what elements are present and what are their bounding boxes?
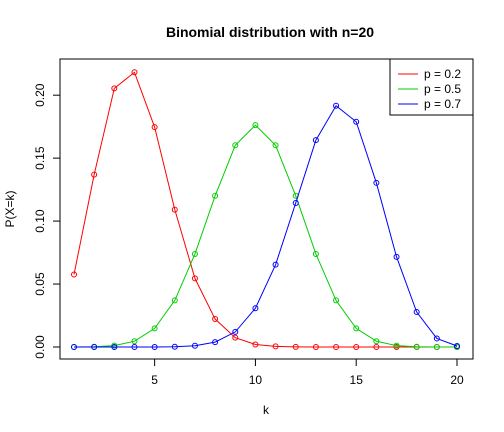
x-axis: 5 10 15 20	[151, 358, 464, 387]
series-3-point-12	[292, 199, 299, 206]
series-1-point-1	[71, 271, 77, 278]
series-1-point-6	[171, 206, 178, 213]
series-3-point-13	[312, 137, 319, 144]
series-3-point-6	[171, 343, 178, 350]
series-3	[71, 102, 460, 350]
x-tick-label-15: 15	[350, 373, 364, 387]
y-tick-label-3: 0.15	[33, 146, 47, 170]
series-2-point-16	[373, 338, 380, 345]
series-3-point-14	[333, 102, 340, 109]
series-3-point-4	[131, 344, 138, 350]
y-tick-label-2: 0.10	[33, 209, 47, 233]
series-3-point-18	[413, 308, 420, 315]
series-1-point-16	[373, 344, 380, 350]
series-3-point-5	[151, 344, 158, 350]
series-2-point-14	[333, 297, 340, 304]
y-tick-label-1: 0.05	[33, 272, 47, 296]
series-layer	[71, 69, 460, 350]
y-axis: 0.00 0.05 0.10 0.15 0.20	[33, 83, 61, 359]
x-tick-label-20: 20	[450, 373, 464, 387]
series-1-point-4	[131, 69, 138, 76]
series-2-point-6	[171, 297, 178, 304]
series-2	[71, 122, 460, 350]
chart-title: Binomial distribution with n=20	[166, 24, 374, 40]
series-3-point-10	[252, 305, 259, 312]
series-1-line	[73, 71, 457, 348]
series-3-point-11	[272, 261, 279, 268]
series-2-point-7	[191, 250, 198, 257]
series-1-point-10	[252, 341, 259, 348]
series-2-point-10	[252, 122, 259, 129]
legend-label-1: p = 0.2	[424, 67, 461, 81]
series-2-point-11	[272, 142, 279, 149]
x-axis-label: k	[263, 403, 270, 417]
series-3-point-17	[393, 253, 400, 260]
series-2-line	[73, 124, 457, 348]
series-2-point-13	[312, 250, 319, 257]
series-2-point-9	[232, 142, 239, 149]
series-1-point-12	[292, 343, 299, 350]
x-tick-label-10: 10	[249, 373, 263, 387]
series-2-point-17	[393, 342, 400, 349]
series-3-point-2	[91, 344, 98, 350]
series-2-point-19	[433, 344, 440, 350]
series-1-point-9	[232, 334, 239, 341]
series-1-point-14	[333, 344, 340, 350]
series-1-point-13	[312, 344, 319, 350]
y-tick-label-0: 0.00	[33, 335, 47, 359]
series-2-point-15	[353, 325, 360, 332]
series-2-point-8	[212, 192, 219, 199]
series-2-point-18	[413, 343, 420, 350]
series-2-point-5	[151, 325, 158, 332]
legend-box	[389, 58, 474, 116]
series-3-point-16	[373, 179, 380, 186]
legend-label-3: p = 0.7	[424, 97, 461, 111]
series-3-point-8	[212, 339, 219, 346]
series-2-point-4	[131, 338, 138, 345]
series-1-point-2	[91, 171, 98, 178]
series-1-point-7	[191, 275, 198, 282]
series-1-point-8	[212, 316, 219, 323]
series-1-point-5	[151, 124, 158, 131]
series-3-line	[74, 105, 458, 348]
x-tick-label-5: 5	[151, 373, 158, 387]
legend-label-2: p = 0.5	[424, 82, 461, 96]
series-1-point-11	[272, 343, 279, 350]
y-axis-label: P(X=k)	[3, 190, 17, 227]
series-3-point-20	[454, 342, 460, 349]
series-3-point-15	[353, 118, 360, 125]
series-3-point-7	[191, 342, 198, 349]
legend: p = 0.2p = 0.5p = 0.7	[389, 58, 474, 116]
series-1-point-3	[111, 85, 118, 92]
series-3-point-9	[232, 328, 239, 335]
series-1-point-15	[353, 344, 360, 350]
series-3-point-19	[433, 335, 440, 342]
series-3-point-1	[71, 344, 77, 350]
series-3-point-3	[111, 344, 118, 350]
y-tick-label-4: 0.20	[33, 83, 47, 107]
